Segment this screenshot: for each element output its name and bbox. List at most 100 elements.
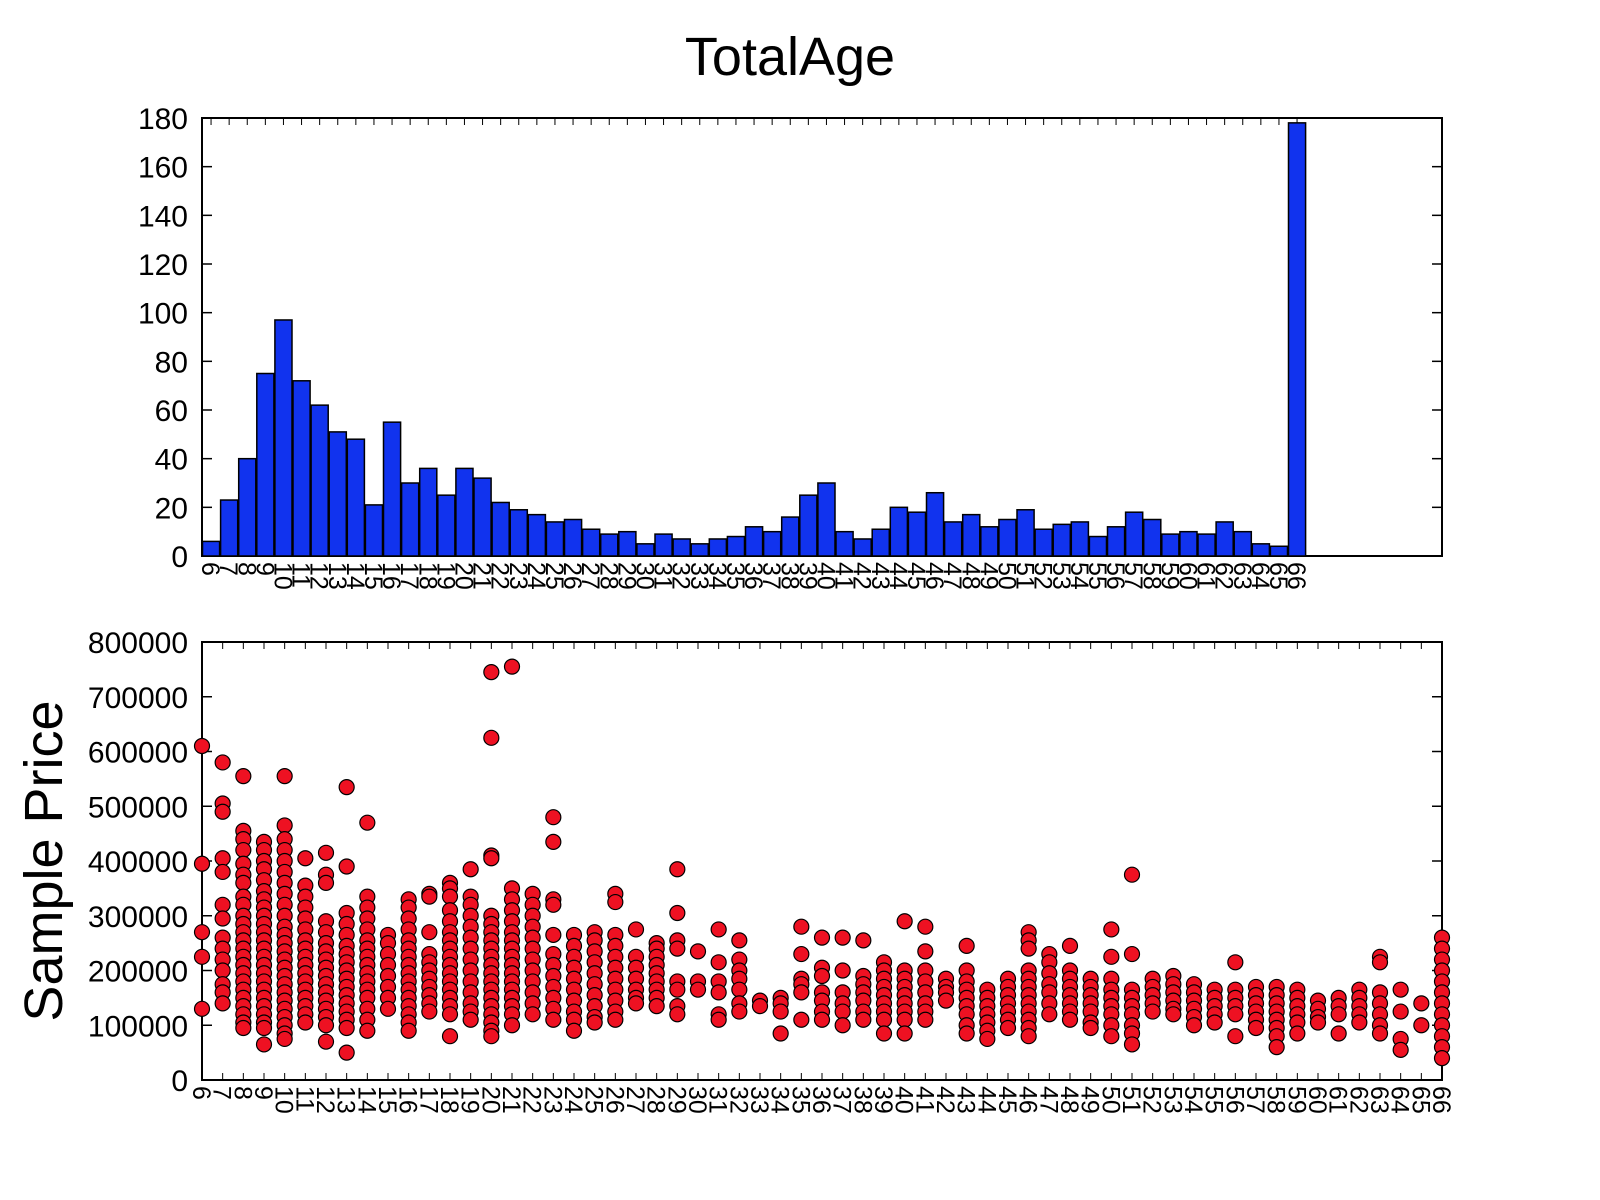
scatter-x-tick-label: 38 — [848, 1086, 876, 1114]
histogram-bar — [1161, 533, 1180, 557]
histogram-bar — [762, 530, 782, 557]
scatter-y-tick-label: 200000 — [88, 956, 188, 989]
scatter-point — [1061, 937, 1079, 954]
scatter-y-tick-label: 100000 — [88, 1010, 188, 1043]
histogram-bar — [400, 482, 420, 557]
scatter-point — [235, 768, 252, 785]
scatter-point — [317, 844, 335, 861]
histogram-x-tick-label: 41 — [830, 562, 858, 590]
histogram-bar — [1233, 530, 1253, 557]
scatter-x-tick-label: 44 — [972, 1086, 1000, 1114]
scatter-point — [710, 1011, 727, 1028]
scatter-x-tick-label: 54 — [1179, 1086, 1207, 1114]
scatter-point — [1061, 1011, 1079, 1028]
histogram-x-tick-label: 43 — [866, 562, 894, 590]
scatter-point — [1392, 1003, 1409, 1020]
scatter-point — [483, 850, 500, 867]
scatter-point — [193, 737, 211, 755]
histogram-x-tick-label: 49 — [974, 562, 1002, 590]
scatter-y-tick-label: 700000 — [88, 682, 188, 715]
scatter-x-tick-label: 49 — [1076, 1086, 1104, 1114]
scatter-point — [1123, 866, 1141, 883]
histogram-x-tick-label: 14 — [341, 562, 369, 590]
scatter-point — [958, 937, 975, 954]
scatter-point — [1268, 1039, 1285, 1056]
scatter-x-tick-label: 18 — [435, 1086, 463, 1114]
histogram-x-tick-label: 59 — [1155, 562, 1183, 590]
scatter-x-tick-label: 25 — [580, 1086, 608, 1114]
scatter-x-tick-label: 55 — [1200, 1086, 1228, 1114]
histogram-x-tick-label: 66 — [1282, 562, 1310, 590]
histogram-bar — [672, 538, 691, 557]
scatter-point — [214, 962, 231, 979]
scatter-x-tick-label: 23 — [538, 1086, 566, 1114]
histogram-bar — [1034, 528, 1053, 557]
scatter-x-tick-label: 61 — [1324, 1086, 1352, 1114]
histogram-bar — [437, 494, 456, 557]
scatter-point — [193, 924, 211, 941]
histogram-bar — [889, 506, 909, 557]
histogram-bar — [943, 521, 963, 557]
scatter-x-tick-label: 64 — [1386, 1086, 1414, 1114]
scatter-point — [338, 1019, 355, 1037]
scatter-point — [1247, 1019, 1265, 1037]
histogram-x-tick-label: 22 — [486, 562, 514, 590]
scatter-point — [875, 1025, 893, 1042]
histogram-x-tick-label: 39 — [793, 562, 821, 590]
scatter-x-tick-label: 13 — [332, 1086, 360, 1114]
scatter-point — [1371, 954, 1389, 971]
histogram-bars — [201, 122, 1307, 557]
scatter-point — [1123, 1036, 1141, 1053]
scatter-point — [297, 1014, 314, 1031]
scatter-x-tick-label: 31 — [704, 1086, 732, 1114]
scatter-point — [855, 1011, 872, 1028]
scatter-point — [1413, 1017, 1430, 1034]
scatter-point — [193, 855, 211, 872]
histogram-bar — [256, 372, 275, 557]
scatter-point — [834, 1003, 851, 1020]
scatter-point — [1123, 945, 1141, 963]
histogram-x-tick-label: 44 — [884, 562, 912, 590]
figure-title: TotalAge — [685, 27, 895, 87]
scatter-point — [421, 888, 438, 905]
scatter-point — [214, 910, 231, 927]
histogram-x-tick-label: 42 — [848, 562, 876, 590]
histogram-bar — [1052, 523, 1072, 557]
scatter-x-tick-label: 52 — [1138, 1086, 1166, 1114]
histogram-bar — [780, 516, 800, 557]
histogram-x-tick-label: 38 — [775, 562, 803, 590]
scatter-x-tick-label: 39 — [869, 1086, 897, 1114]
histogram-bar — [998, 518, 1017, 557]
scatter-point — [214, 995, 231, 1012]
scatter-point — [1413, 995, 1430, 1012]
histogram-x-tick-label: 23 — [504, 562, 532, 590]
scatter-x-tick-label: 32 — [724, 1086, 752, 1114]
scatter-point — [545, 809, 562, 826]
histogram-bar — [853, 538, 872, 557]
histogram-y-tick-label: 180 — [138, 103, 188, 136]
histogram-bar — [237, 457, 257, 557]
histogram-bar — [1215, 521, 1234, 557]
histogram-bar — [473, 477, 492, 557]
histogram-bar — [509, 509, 529, 557]
histogram-x-tick-label: 65 — [1264, 562, 1292, 590]
scatter-x-tick-label: 21 — [497, 1086, 525, 1114]
scatter-point — [214, 896, 231, 913]
scatter-point — [1309, 1014, 1327, 1031]
histogram-bar — [871, 528, 891, 557]
histogram-bar — [1197, 533, 1216, 557]
scatter-point — [772, 1025, 789, 1042]
histogram-x-tick-label: 46 — [920, 562, 948, 590]
histogram-y-tick-label: 80 — [155, 346, 188, 379]
histogram-x-tick-label: 60 — [1173, 562, 1201, 590]
histogram-x-tick-label: 27 — [576, 562, 604, 590]
scatter-point — [503, 658, 521, 675]
scatter-x-tick-label: 46 — [1014, 1086, 1042, 1114]
scatter-point — [1227, 1006, 1244, 1023]
scatter-x-tick-label: 33 — [745, 1086, 773, 1114]
scatter-point — [524, 1006, 541, 1023]
scatter-point — [793, 1011, 810, 1028]
histogram-bar — [274, 319, 293, 557]
